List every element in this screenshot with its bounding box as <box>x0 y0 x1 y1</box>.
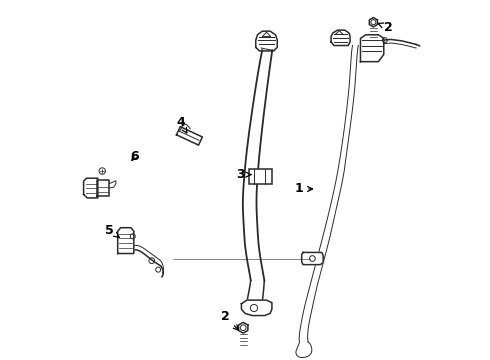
Polygon shape <box>256 31 277 51</box>
Text: 2: 2 <box>378 21 393 34</box>
Circle shape <box>250 305 258 312</box>
Polygon shape <box>302 252 323 265</box>
Text: 2: 2 <box>221 310 239 330</box>
Circle shape <box>99 168 105 174</box>
FancyBboxPatch shape <box>248 169 272 184</box>
Polygon shape <box>239 322 248 333</box>
Text: 6: 6 <box>130 150 139 163</box>
Text: 1: 1 <box>294 183 313 195</box>
Polygon shape <box>361 35 384 62</box>
Polygon shape <box>176 127 202 145</box>
Polygon shape <box>242 300 272 316</box>
Polygon shape <box>369 18 377 27</box>
Polygon shape <box>331 30 350 45</box>
Text: 3: 3 <box>236 168 251 181</box>
Polygon shape <box>97 180 109 197</box>
Polygon shape <box>118 228 134 253</box>
Polygon shape <box>84 178 98 198</box>
Text: 4: 4 <box>176 116 187 133</box>
Text: 5: 5 <box>105 224 119 237</box>
